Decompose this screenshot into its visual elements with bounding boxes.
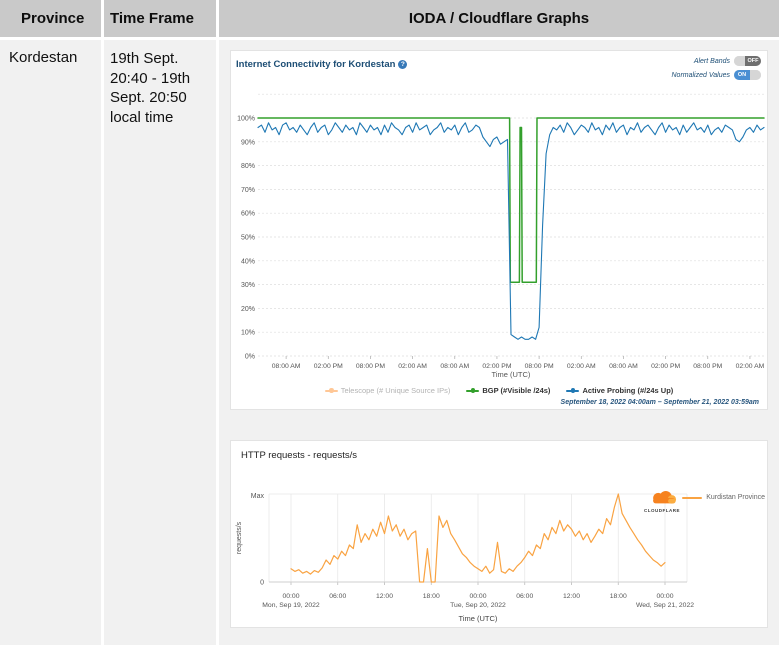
cloudflare-legend-label: Kurdistan Province: [706, 494, 765, 501]
alert-bands-toggle[interactable]: OFF: [734, 56, 761, 66]
svg-text:Mon, Sep 19, 2022: Mon, Sep 19, 2022: [262, 602, 320, 609]
legend-item-telescope[interactable]: Telescope (# Unique Source IPs): [324, 386, 450, 395]
svg-text:Time (UTC): Time (UTC): [492, 370, 531, 379]
ioda-toggles: Alert Bands OFF Normalized Values ON: [671, 56, 761, 80]
ioda-legend: Telescope (# Unique Source IPs) BGP (#Vi…: [231, 386, 767, 395]
legend-item-active-probing[interactable]: Active Probing (#/24s Up): [566, 386, 673, 395]
svg-text:06:00: 06:00: [516, 593, 533, 600]
svg-text:02:00 PM: 02:00 PM: [651, 363, 680, 370]
column-header-province: Province: [0, 0, 101, 37]
cloudflare-cloud-icon: [653, 490, 677, 504]
svg-text:12:00: 12:00: [563, 593, 580, 600]
cloudflare-chart-plot[interactable]: 00:00 Mon, Sep 19, 2022 06:00 12:00 18:00 00:…: [231, 441, 769, 629]
toggle-knob: [734, 56, 745, 66]
svg-text:12:00: 12:00: [376, 593, 393, 600]
svg-text:70%: 70%: [241, 187, 255, 194]
cloudflare-graph-card: HTTP requests - requests/s 00:00 Mon, Sep…: [230, 440, 768, 628]
cloudflare-legend: Kurdistan Province: [682, 494, 765, 501]
ioda-chart-plot[interactable]: 0% 10% 20% 30% 40% 50% 60% 70% 80% 90% 100% 08:00 A…: [231, 51, 769, 411]
svg-text:18:00: 18:00: [423, 593, 440, 600]
normalized-values-toggle[interactable]: ON: [734, 70, 761, 80]
svg-text:100%: 100%: [237, 116, 255, 123]
svg-text:02:00 AM: 02:00 AM: [398, 363, 427, 370]
svg-text:08:00 AM: 08:00 AM: [272, 363, 301, 370]
kurdistan-line-icon: [682, 496, 703, 499]
svg-text:00:00: 00:00: [656, 593, 673, 600]
svg-text:06:00: 06:00: [329, 593, 346, 600]
svg-text:08:00 PM: 08:00 PM: [356, 363, 385, 370]
svg-text:Max: Max: [251, 493, 265, 500]
svg-text:02:00 AM: 02:00 AM: [567, 363, 596, 370]
svg-text:08:00 AM: 08:00 AM: [609, 363, 638, 370]
graphs-cell: Internet Connectivity for Kordestan? Ale…: [219, 40, 779, 645]
normalized-values-label: Normalized Values: [671, 71, 731, 79]
svg-text:02:00 PM: 02:00 PM: [314, 363, 343, 370]
active-probing-line-icon: [566, 388, 580, 393]
timeframe-cell: 19th Sept. 20:40 - 19th Sept. 20:50 loca…: [104, 40, 216, 645]
svg-text:30%: 30%: [241, 282, 255, 289]
svg-text:02:00 AM: 02:00 AM: [736, 363, 765, 370]
svg-text:0: 0: [260, 580, 264, 587]
alert-bands-label: Alert Bands: [693, 57, 730, 65]
legend-item-bgp[interactable]: BGP (#Visible /24s): [466, 386, 550, 395]
ioda-chart-title: Internet Connectivity for Kordestan?: [236, 59, 408, 70]
svg-text:08:00 PM: 08:00 PM: [525, 363, 554, 370]
svg-text:08:00 PM: 08:00 PM: [693, 363, 722, 370]
column-header-graphs: IODA / Cloudflare Graphs: [219, 0, 779, 37]
help-icon[interactable]: ?: [398, 60, 408, 69]
svg-text:60%: 60%: [241, 211, 255, 218]
bgp-line-icon: [466, 388, 480, 393]
ioda-graph-card: Internet Connectivity for Kordestan? Ale…: [230, 50, 768, 410]
svg-text:Time (UTC): Time (UTC): [459, 614, 498, 623]
svg-text:requests/s: requests/s: [236, 521, 243, 554]
svg-text:Tue, Sep 20, 2022: Tue, Sep 20, 2022: [450, 602, 506, 609]
normalized-values-toggle-row: Normalized Values ON: [671, 70, 761, 80]
svg-text:02:00 PM: 02:00 PM: [482, 363, 511, 370]
svg-text:40%: 40%: [241, 258, 255, 265]
svg-text:08:00 AM: 08:00 AM: [440, 363, 469, 370]
telescope-line-icon: [324, 388, 338, 393]
svg-text:00:00: 00:00: [282, 593, 299, 600]
cloudflare-logo-text: CLOUDFLARE: [644, 508, 680, 513]
column-header-graphs-label: IODA / Cloudflare Graphs: [408, 10, 590, 27]
toggle-state: ON: [734, 70, 750, 80]
toggle-knob: [750, 70, 761, 80]
svg-text:Wed, Sep 21, 2022: Wed, Sep 21, 2022: [636, 602, 694, 609]
svg-text:90%: 90%: [241, 139, 255, 146]
column-header-timeframe: Time Frame: [104, 0, 216, 37]
column-header-province-label: Province: [21, 10, 85, 27]
svg-text:50%: 50%: [241, 235, 255, 242]
column-header-timeframe-label: Time Frame: [110, 10, 194, 27]
svg-text:10%: 10%: [241, 330, 255, 337]
ioda-date-range: September 18, 2022 04:00am – September 2…: [560, 399, 759, 406]
svg-text:00:00: 00:00: [469, 593, 486, 600]
svg-text:20%: 20%: [241, 306, 255, 313]
svg-text:18:00: 18:00: [610, 593, 627, 600]
svg-text:80%: 80%: [241, 163, 255, 170]
province-cell: Kordestan: [0, 40, 101, 645]
toggle-state: OFF: [745, 56, 761, 66]
alert-bands-toggle-row: Alert Bands OFF: [694, 56, 761, 66]
cloudflare-chart-title: HTTP requests - requests/s: [241, 450, 357, 461]
cloudflare-logo: CLOUDFLARE: [639, 490, 685, 513]
svg-text:0%: 0%: [245, 354, 255, 361]
